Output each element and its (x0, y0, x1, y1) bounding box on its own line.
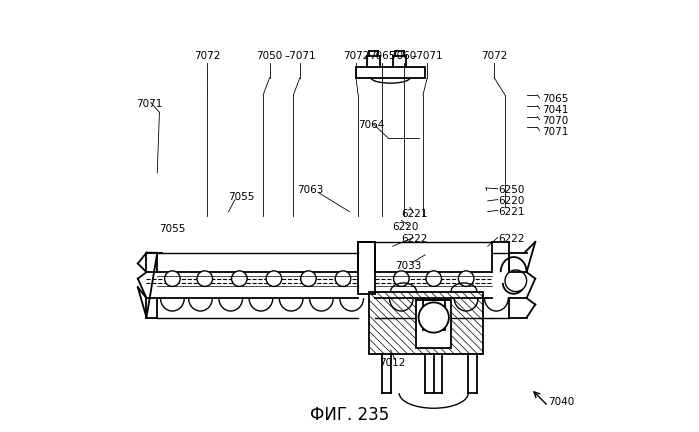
Circle shape (419, 302, 449, 333)
Text: 7055: 7055 (159, 224, 185, 234)
Text: 6250: 6250 (498, 185, 525, 195)
Bar (417, 300, 451, 348)
Text: 7060: 7060 (390, 51, 417, 61)
Text: 7064: 7064 (358, 120, 384, 130)
Text: 6220: 6220 (498, 196, 525, 206)
Text: 7072: 7072 (481, 51, 507, 61)
Circle shape (459, 271, 474, 286)
Circle shape (336, 271, 351, 286)
Circle shape (505, 270, 526, 292)
Text: 7050: 7050 (257, 51, 282, 61)
Circle shape (394, 271, 409, 286)
Bar (358, 242, 375, 294)
Bar (369, 292, 484, 354)
Bar (423, 300, 445, 330)
Circle shape (266, 271, 282, 286)
Text: 6222: 6222 (401, 234, 428, 244)
Text: ФИГ. 235: ФИГ. 235 (310, 406, 389, 424)
Text: 6222: 6222 (498, 234, 525, 244)
Text: 7012: 7012 (380, 358, 406, 368)
Text: 7072: 7072 (194, 51, 220, 61)
Text: 6221: 6221 (498, 206, 525, 217)
Text: 7055: 7055 (229, 191, 255, 202)
Text: 6221: 6221 (401, 209, 428, 219)
Text: 7040: 7040 (548, 397, 575, 407)
Circle shape (164, 271, 180, 286)
Text: –7071: –7071 (284, 51, 316, 61)
Text: 7070: 7070 (542, 116, 568, 126)
Text: 7041: 7041 (542, 105, 568, 115)
Text: 7071: 7071 (542, 127, 568, 137)
Text: 6220: 6220 (393, 222, 419, 232)
Circle shape (301, 271, 316, 286)
Text: 7072: 7072 (343, 51, 369, 61)
Text: 7065: 7065 (542, 94, 568, 105)
Text: 7065: 7065 (368, 51, 395, 61)
Text: 7071: 7071 (136, 98, 162, 109)
Text: –7071: –7071 (412, 51, 443, 61)
Text: 7033: 7033 (395, 260, 421, 271)
Bar (356, 67, 425, 78)
Circle shape (231, 271, 247, 286)
Circle shape (197, 271, 212, 286)
Text: 7063: 7063 (298, 185, 324, 195)
Circle shape (426, 271, 442, 286)
